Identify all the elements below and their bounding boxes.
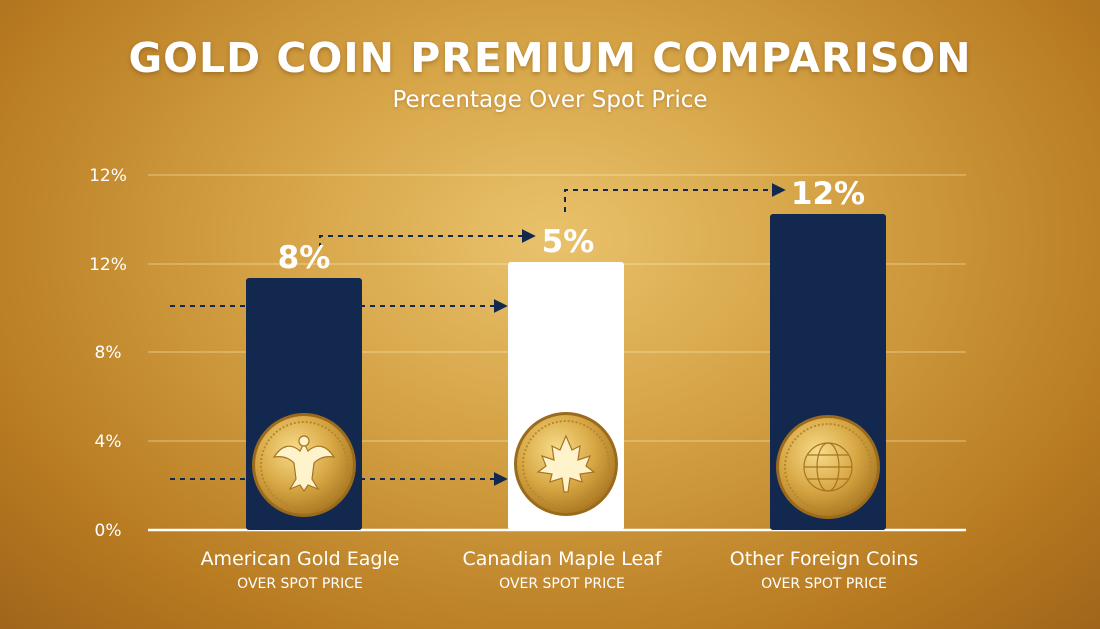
coin-eagle-icon <box>252 413 356 517</box>
coin-ring <box>784 423 872 511</box>
category-label: Other Foreign Coins <box>730 548 918 570</box>
eagle-icon <box>272 435 336 493</box>
coin-globe-icon <box>776 415 880 519</box>
chart-title: GOLD COIN PREMIUM COMPARISON <box>128 34 972 82</box>
globe-icon <box>803 442 853 492</box>
maple-leaf-icon <box>536 434 596 493</box>
eagle-body <box>272 441 336 493</box>
category-label: American Gold Eagle <box>201 548 400 570</box>
y-tick-label: 12% <box>89 255 127 275</box>
coin-ring <box>522 420 610 508</box>
y-tick-label: 12% <box>89 166 127 186</box>
category-sublabel: OVER SPOT PRICE <box>237 576 363 592</box>
y-tick-label: 4% <box>95 432 122 452</box>
chart-subtitle: Percentage Over Spot Price <box>392 87 708 113</box>
y-tick-label: 0% <box>95 521 122 541</box>
y-tick-label: 8% <box>95 343 122 363</box>
category-label: Canadian Maple Leaf <box>462 548 662 570</box>
connector-arrow <box>319 229 536 248</box>
category-sublabel: OVER SPOT PRICE <box>499 576 625 592</box>
data-label: 5% <box>542 224 595 260</box>
data-label: 12% <box>791 176 865 212</box>
maple-leaf <box>536 434 596 493</box>
data-label: 8% <box>278 240 331 276</box>
eagle-head <box>298 435 310 447</box>
connector-arrow <box>564 183 786 212</box>
coin-ring <box>260 421 348 509</box>
category-sublabel: OVER SPOT PRICE <box>761 576 887 592</box>
coin-maple-leaf-icon <box>514 412 618 516</box>
